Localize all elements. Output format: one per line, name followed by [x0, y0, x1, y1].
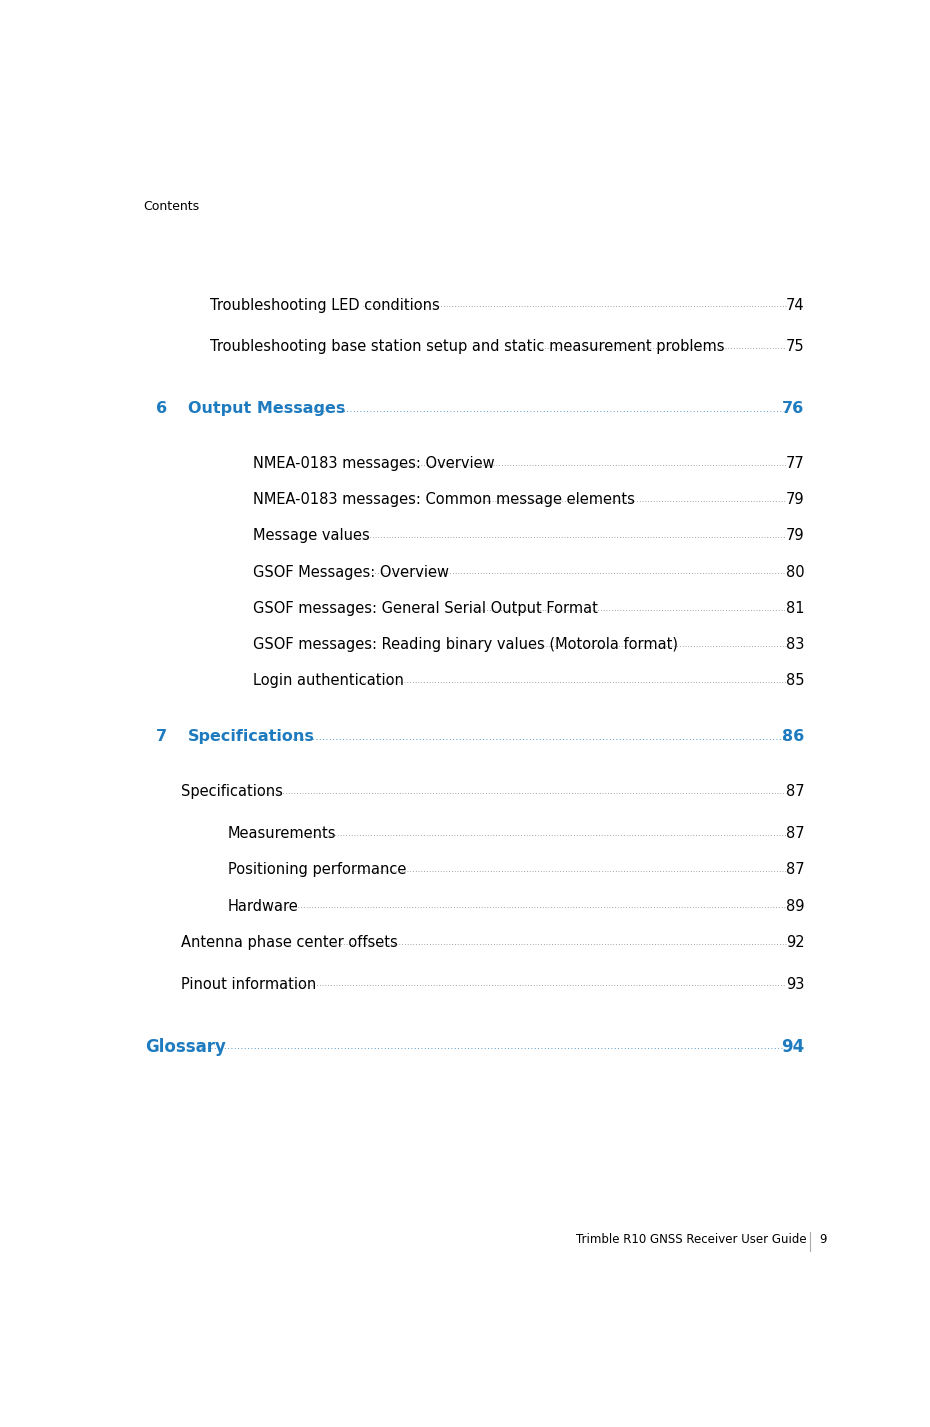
- Text: GSOF messages: General Serial Output Format: GSOF messages: General Serial Output For…: [253, 601, 598, 616]
- Text: Login authentication: Login authentication: [253, 674, 404, 688]
- Text: 75: 75: [786, 340, 804, 354]
- Text: Positioning performance: Positioning performance: [228, 862, 406, 878]
- Text: NMEA-0183 messages: Common message elements: NMEA-0183 messages: Common message eleme…: [253, 492, 635, 507]
- Text: Specifications: Specifications: [188, 729, 315, 745]
- Text: 92: 92: [786, 935, 804, 950]
- Text: 93: 93: [786, 976, 804, 992]
- Text: GSOF Messages: Overview: GSOF Messages: Overview: [253, 565, 449, 579]
- Text: 77: 77: [786, 455, 804, 471]
- Text: 74: 74: [786, 298, 804, 313]
- Text: Pinout information: Pinout information: [181, 976, 316, 992]
- Text: 87: 87: [786, 862, 804, 878]
- Text: Troubleshooting base station setup and static measurement problems: Troubleshooting base station setup and s…: [210, 340, 724, 354]
- Text: Antenna phase center offsets: Antenna phase center offsets: [181, 935, 398, 950]
- Text: Contents: Contents: [143, 200, 200, 213]
- Text: Trimble R10 GNSS Receiver User Guide: Trimble R10 GNSS Receiver User Guide: [576, 1233, 806, 1246]
- Text: 86: 86: [782, 729, 804, 745]
- Text: 79: 79: [786, 492, 804, 507]
- Text: 89: 89: [786, 899, 804, 913]
- Text: 83: 83: [786, 636, 804, 652]
- Text: GSOF messages: Reading binary values (Motorola format): GSOF messages: Reading binary values (Mo…: [253, 636, 678, 652]
- Text: 9: 9: [819, 1233, 827, 1246]
- Text: 6: 6: [156, 401, 167, 415]
- Text: Hardware: Hardware: [228, 899, 299, 913]
- Text: Message values: Message values: [253, 528, 370, 544]
- Text: 94: 94: [781, 1039, 804, 1056]
- Text: NMEA-0183 messages: Overview: NMEA-0183 messages: Overview: [253, 455, 495, 471]
- Text: Specifications: Specifications: [181, 785, 283, 799]
- Text: Troubleshooting LED conditions: Troubleshooting LED conditions: [210, 298, 440, 313]
- Text: 81: 81: [786, 601, 804, 616]
- Text: 79: 79: [786, 528, 804, 544]
- Text: Measurements: Measurements: [228, 826, 337, 841]
- Text: 87: 87: [786, 826, 804, 841]
- Text: 80: 80: [786, 565, 804, 579]
- Text: 85: 85: [786, 674, 804, 688]
- Text: 87: 87: [786, 785, 804, 799]
- Text: 76: 76: [782, 401, 804, 415]
- Text: Output Messages: Output Messages: [188, 401, 346, 415]
- Text: 7: 7: [156, 729, 167, 745]
- Text: Glossary: Glossary: [145, 1039, 226, 1056]
